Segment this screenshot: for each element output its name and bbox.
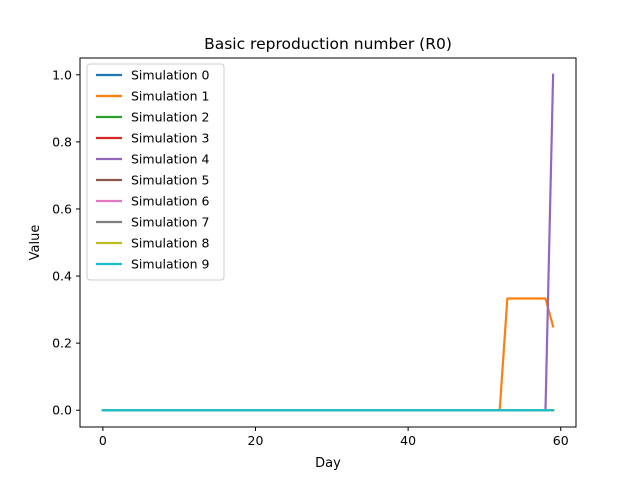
y-tick-label: 0.6 [52, 201, 72, 216]
legend-label-3: Simulation 3 [131, 131, 210, 146]
y-tick-label: 0.2 [52, 336, 72, 351]
legend-label-5: Simulation 5 [131, 173, 210, 188]
legend-label-6: Simulation 6 [131, 194, 210, 209]
x-tick-label: 40 [400, 433, 416, 448]
legend-label-1: Simulation 1 [131, 89, 210, 104]
y-axis-title: Value [28, 225, 43, 261]
legend-label-9: Simulation 9 [131, 257, 210, 272]
legend-label-2: Simulation 2 [131, 110, 210, 125]
x-tick-label: 60 [553, 433, 569, 448]
y-tick-label: 0.8 [52, 134, 72, 149]
y-tick-label: 0.4 [52, 269, 72, 284]
legend-label-4: Simulation 4 [131, 152, 210, 167]
y-tick-label: 0.0 [52, 403, 72, 418]
series-lines [101, 73, 555, 412]
axes: 0 20 40 60 0.0 0.2 0.4 0.6 0.8 1.0 [52, 57, 577, 448]
x-tick-label: 20 [248, 433, 264, 448]
legend-label-7: Simulation 7 [131, 215, 210, 230]
legend: Simulation 0 Simulation 1 Simulation 2 Simu… [86, 63, 225, 281]
plot-frame [79, 57, 577, 428]
y-tick-label: 1.0 [52, 67, 72, 82]
legend-label-0: Simulation 0 [131, 68, 210, 83]
x-axis-title: Day [315, 456, 341, 471]
x-tick-label: 0 [99, 433, 107, 448]
series-line-1 [101, 297, 555, 412]
legend-label-8: Simulation 8 [131, 236, 210, 251]
chart-title: Basic reproduction number (R0) [204, 35, 452, 53]
